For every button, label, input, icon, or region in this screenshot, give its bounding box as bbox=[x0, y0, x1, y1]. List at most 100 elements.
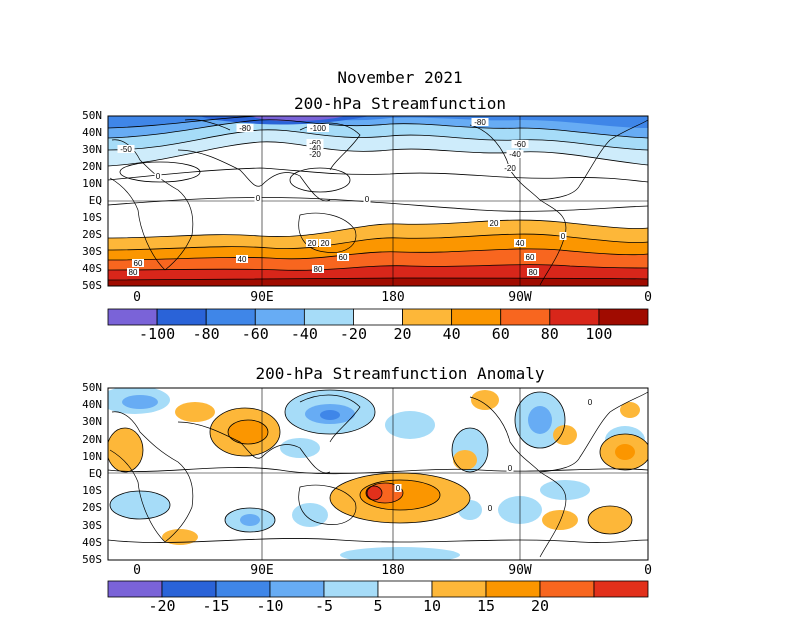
top-colorbar-swatch bbox=[549, 308, 600, 326]
top-contour-label-bg bbox=[524, 253, 536, 261]
top-colorbar-swatch bbox=[598, 308, 649, 326]
top-colorbar-swatch bbox=[402, 308, 453, 326]
bottom-colorbar-tick: 20 bbox=[530, 597, 550, 615]
bottom-lat-label: 50S bbox=[82, 553, 102, 566]
top-contour-label: 20 bbox=[308, 239, 317, 248]
bottom-colorbar-tick: -15 bbox=[202, 597, 230, 615]
top-colorbar-tick: -40 bbox=[290, 325, 318, 343]
bottom-contour-label: 0 bbox=[488, 504, 493, 513]
top-colorbar-tick: 60 bbox=[491, 325, 510, 343]
top-colorbar-swatch bbox=[205, 308, 256, 326]
bottom-colorbar-tick: 5 bbox=[373, 597, 383, 615]
chart-month-title: November 2021 bbox=[337, 68, 463, 87]
top-contour-label-bg bbox=[306, 150, 324, 158]
top-contour-label-bg bbox=[236, 124, 254, 132]
top-colorbar bbox=[107, 308, 649, 326]
bottom-lon-label: 180 bbox=[381, 563, 405, 578]
top-lat-label: 50N bbox=[82, 109, 102, 122]
top-contour-label: -80 bbox=[474, 118, 486, 127]
bottom-colorbar-tick: -10 bbox=[256, 597, 284, 615]
bottom-colorbar-swatch bbox=[161, 580, 217, 598]
top-contour-label: -100 bbox=[310, 124, 327, 133]
top-contour-label-bg bbox=[319, 239, 331, 247]
top-contour-label-bg bbox=[132, 259, 144, 267]
top-lat-label: EQ bbox=[88, 194, 102, 207]
top-lat-label: 30S bbox=[82, 245, 102, 258]
top-colorbar-tick: 20 bbox=[393, 325, 412, 343]
bottom-contour-labels: 0 0 0 0 bbox=[394, 398, 594, 513]
top-contour-label-bg bbox=[306, 139, 324, 147]
top-lat-label: 50S bbox=[82, 279, 102, 292]
top-contour-label: -60 bbox=[514, 140, 526, 149]
top-contour-label-bg bbox=[363, 195, 371, 203]
bottom-lat-label: 10S bbox=[82, 484, 102, 498]
bottom-lat-label: 40S bbox=[82, 535, 102, 549]
top-contour-label-bg bbox=[154, 172, 162, 180]
top-contour-label-bg bbox=[117, 145, 135, 153]
top-contour-label: -20 bbox=[309, 150, 321, 159]
bottom-contour-label: 0 bbox=[588, 398, 593, 407]
top-contour-label-bg bbox=[511, 140, 529, 148]
top-colorbar-tick: 80 bbox=[540, 325, 559, 343]
bottom-colorbar bbox=[107, 580, 649, 598]
top-contour-label-bg bbox=[306, 144, 324, 152]
top-lon-label: 90E bbox=[250, 290, 274, 305]
bottom-anomaly-map bbox=[108, 388, 648, 560]
bottom-contour-label: 0 bbox=[396, 484, 401, 493]
top-contour-label: 20 bbox=[321, 239, 330, 248]
top-colorbar-tick: -60 bbox=[241, 325, 269, 343]
top-contour-label: 40 bbox=[516, 239, 525, 248]
bottom-panel-title: 200-hPa Streamfunction Anomaly bbox=[255, 364, 545, 383]
top-contour-label-bg bbox=[506, 150, 524, 158]
top-colorbar-swatch bbox=[500, 308, 551, 326]
bottom-colorbar-swatch bbox=[431, 580, 487, 598]
bottom-colorbar-swatch bbox=[593, 580, 649, 598]
bottom-contour-label: 0 bbox=[508, 464, 513, 473]
top-contour-label-bg bbox=[312, 265, 324, 273]
top-contour-label: -20 bbox=[504, 164, 516, 173]
bottom-lat-label: 30S bbox=[82, 518, 102, 532]
top-colorbar-swatch bbox=[254, 308, 305, 326]
bottom-lat-label: 10N bbox=[82, 449, 102, 463]
top-lon-label: 0 bbox=[644, 290, 652, 305]
bottom-contour-label-bg bbox=[506, 464, 514, 472]
top-contour-label: -60 bbox=[309, 139, 321, 148]
bottom-colorbar-swatch bbox=[215, 580, 271, 598]
top-contour-label-bg bbox=[527, 268, 539, 276]
top-contour-label: 60 bbox=[339, 253, 348, 262]
bottom-lat-label: 30N bbox=[82, 415, 102, 429]
top-contour-label: 80 bbox=[129, 268, 138, 277]
top-contour-label-bg bbox=[471, 118, 489, 126]
bottom-colorbar-tick: 10 bbox=[422, 597, 442, 615]
top-contour-label: -50 bbox=[120, 145, 132, 154]
top-contour-label-bg bbox=[254, 194, 262, 202]
top-colorbar-swatch bbox=[303, 308, 354, 326]
top-contour-label: 20 bbox=[490, 219, 499, 228]
top-lat-label: 40S bbox=[82, 262, 102, 275]
bottom-lat-label: 50N bbox=[82, 381, 102, 394]
bottom-lon-label: 90E bbox=[250, 563, 274, 578]
top-contour-label: 80 bbox=[529, 268, 538, 277]
top-colorbar-tick: 100 bbox=[585, 325, 613, 343]
top-contour-label: 60 bbox=[526, 253, 535, 262]
top-contour-label-bg bbox=[337, 253, 349, 261]
top-lat-label: 10S bbox=[82, 211, 102, 224]
bottom-colorbar-tick: -5 bbox=[314, 597, 334, 615]
top-contour-label: -40 bbox=[509, 150, 521, 159]
top-contour-label-bg bbox=[501, 164, 519, 172]
bottom-lon-label: 0 bbox=[133, 563, 141, 578]
bottom-colorbar-swatch bbox=[485, 580, 541, 598]
top-lon-label: 0 bbox=[133, 290, 141, 305]
top-panel-title: 200-hPa Streamfunction bbox=[294, 94, 506, 113]
top-colorbar-swatch bbox=[107, 308, 158, 326]
top-contour-label-bg bbox=[236, 255, 248, 263]
top-colorbar-swatch bbox=[156, 308, 207, 326]
bottom-colorbar-swatch bbox=[377, 580, 433, 598]
top-contour-label: 80 bbox=[314, 265, 323, 274]
bottom-colorbar-tick: 15 bbox=[476, 597, 496, 615]
top-contour-label-bg bbox=[307, 124, 329, 132]
top-colorbar-tick: -20 bbox=[339, 325, 367, 343]
bottom-colorbar-swatch bbox=[269, 580, 325, 598]
